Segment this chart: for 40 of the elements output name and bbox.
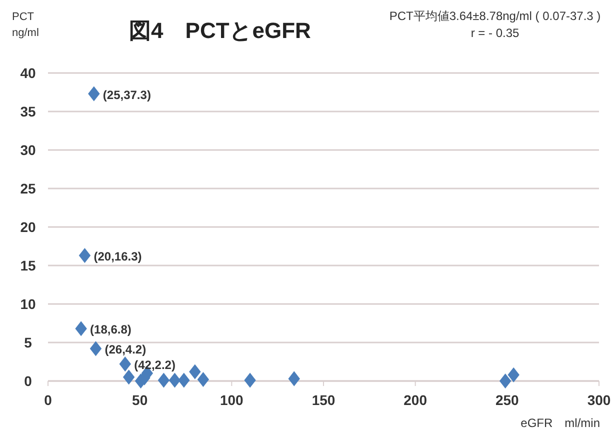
y-tick-label: 35 xyxy=(20,104,36,120)
point xyxy=(78,248,91,263)
point xyxy=(168,372,181,388)
point xyxy=(499,373,512,389)
x-tick-label: 0 xyxy=(44,392,52,408)
point xyxy=(178,372,190,388)
x-axis-title: eGFR ml/min xyxy=(520,416,600,430)
text: PCT平均値3.64±8.78ng/ml ( 0.07-37.3 ) r = - 0.35 xyxy=(389,9,601,40)
y-tick-label: 20 xyxy=(20,219,36,235)
y-tick-label: 5 xyxy=(24,334,32,350)
point xyxy=(122,370,135,385)
point xyxy=(508,367,520,382)
point xyxy=(244,372,256,388)
point xyxy=(288,371,300,386)
y-tick-label: 10 xyxy=(20,296,36,312)
annotation: (42,2.2) xyxy=(134,358,176,372)
x-tick-label: 150 xyxy=(312,392,336,408)
point xyxy=(158,372,170,388)
annotation: (20,16.3) xyxy=(94,249,142,264)
point xyxy=(119,356,131,372)
y-tick-label: 25 xyxy=(20,180,36,196)
annotation: (18,6.8) xyxy=(90,322,132,337)
x-tick-label: 50 xyxy=(132,392,148,408)
y-tick-label: 15 xyxy=(20,258,36,274)
x-tick-label: 100 xyxy=(220,392,244,408)
point xyxy=(88,86,100,102)
point xyxy=(189,364,201,380)
annotation: (25,37.3) xyxy=(102,88,151,102)
point xyxy=(75,321,87,336)
point xyxy=(197,372,210,387)
point xyxy=(90,341,102,356)
y-axis-title: PCT ng/ml xyxy=(12,11,39,39)
x-tick-label: 300 xyxy=(587,392,611,408)
y-tick-label: 30 xyxy=(20,142,36,158)
y-tick-label: 40 xyxy=(20,65,36,81)
y-tick-label: 0 xyxy=(24,373,32,389)
x-tick-label: 200 xyxy=(404,392,428,408)
chart-title: 図4 PCTとeGFR xyxy=(129,18,312,43)
x-tick-label: 250 xyxy=(495,392,520,408)
annotation: (26,4.2) xyxy=(104,342,146,357)
